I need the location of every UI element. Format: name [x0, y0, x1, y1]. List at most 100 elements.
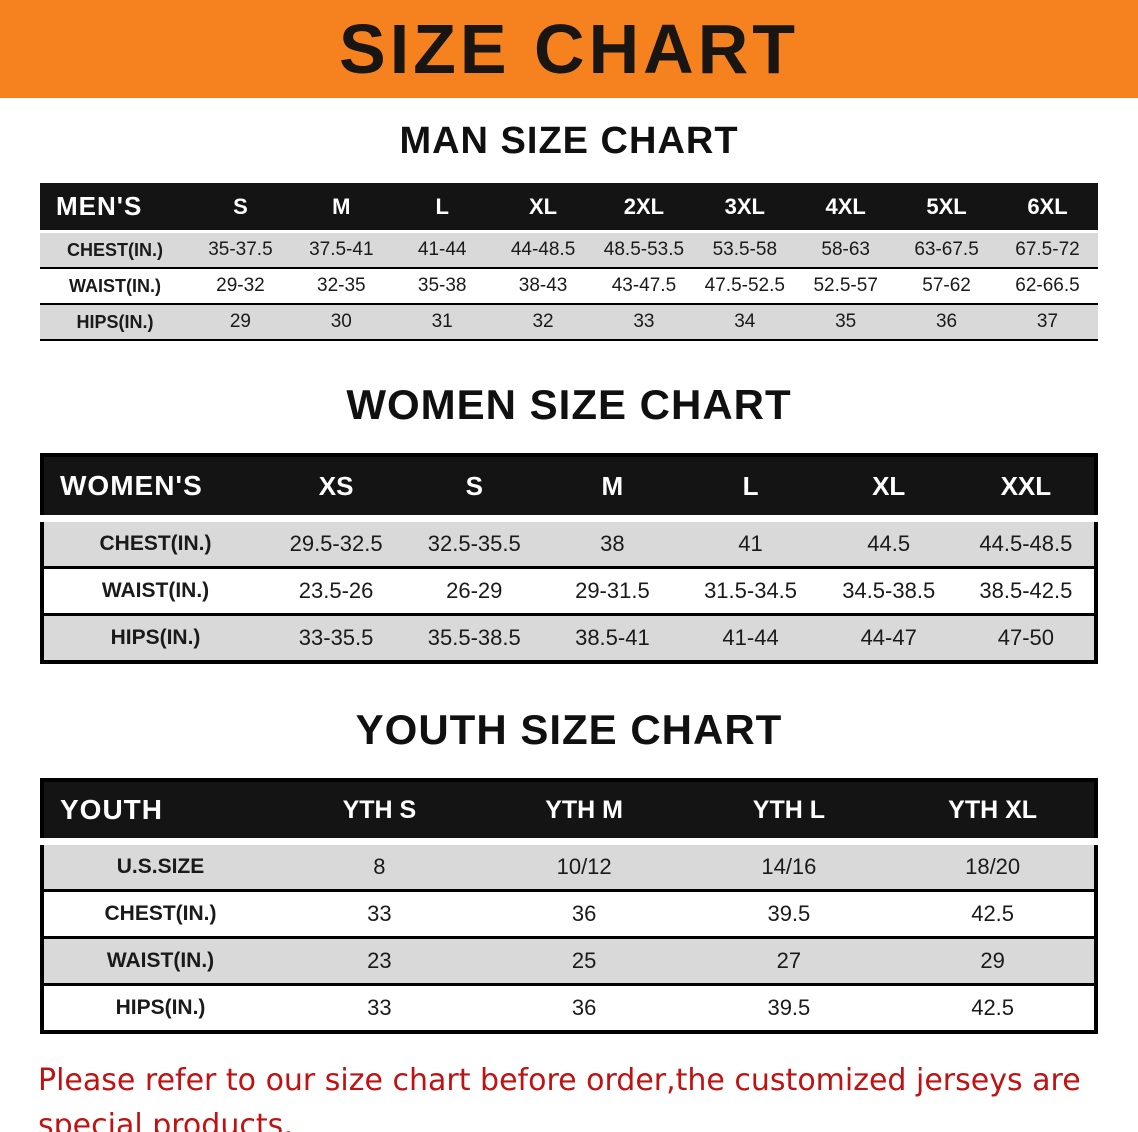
size-value: 32.5-35.5 — [427, 531, 521, 556]
size-value: 36 — [571, 901, 597, 926]
size-column-header: XL — [529, 193, 558, 219]
size-value: 42.5 — [971, 995, 1015, 1020]
size-value: 33 — [367, 995, 392, 1020]
size-column-header: 6XL — [1027, 193, 1068, 219]
page-title: SIZE CHART — [339, 10, 799, 88]
size-value: 29.5-32.5 — [289, 531, 383, 556]
size-value: 37.5-41 — [309, 239, 374, 260]
footer-notice: Please refer to our size chart before or… — [0, 1058, 1138, 1132]
size-value: 29 — [980, 948, 1005, 973]
size-value: 35-38 — [417, 275, 467, 296]
table-row: HIPS(IN.) 33-35.5 35.5-38.5 38.5-41 41-44 44-… — [42, 614, 1096, 662]
table-row: CHEST(IN.) 35-37.5 37.5-41 41-44 44-48.5 48.5… — [40, 231, 1098, 268]
size-value: 23 — [367, 948, 392, 973]
size-column-header: XS — [318, 470, 354, 501]
size-value: 44-47 — [860, 625, 917, 650]
table-row: HIPS(IN.) 29 30 31 32 33 34 35 36 37 — [40, 304, 1098, 340]
men-size-section: MAN SIZE CHART MEN'S S M L XL 2XL 3XL 4XL 5XL 6XL… — [0, 120, 1138, 341]
women-section-heading: WOMEN SIZE CHART — [346, 381, 792, 428]
size-column-header: L — [435, 193, 449, 219]
size-value: 29 — [229, 311, 251, 332]
youth-size-section: YOUTH SIZE CHART YOUTH YTH S YTH M YTH L YTH… — [0, 706, 1138, 1034]
size-value: 38-43 — [518, 275, 568, 296]
size-column-header: YTH L — [752, 795, 825, 824]
women-size-table: WOMEN'S XS S M L XL XXL CHEST(IN.) 29.5-32.5 32.… — [40, 453, 1098, 664]
size-value: 35.5-38.5 — [427, 625, 521, 650]
size-column-header: S — [465, 470, 483, 501]
size-value: 23.5-26 — [298, 578, 374, 603]
size-value: 53.5-58 — [712, 239, 778, 260]
size-value: 35-37.5 — [208, 239, 273, 260]
women-size-section: WOMEN SIZE CHART WOMEN'S XS S M L XL XXL CHEST… — [0, 381, 1138, 664]
size-value: 41-44 — [417, 239, 467, 260]
table-row: U.S.SIZE 8 10/12 14/16 18/20 — [42, 841, 1096, 891]
size-value: 36 — [935, 311, 958, 332]
size-value: 31 — [431, 311, 453, 332]
row-label: HIPS(IN.) — [115, 996, 206, 1019]
table-header-row: WOMEN'S XS S M L XL XXL — [42, 455, 1096, 519]
size-value: 32-35 — [317, 275, 366, 296]
size-column-header: 3XL — [724, 193, 765, 219]
size-value: 39.5 — [767, 995, 811, 1020]
table-corner-label: WOMEN'S — [60, 470, 203, 501]
size-value: 37 — [1036, 311, 1059, 332]
table-row: WAIST(IN.) 23 25 27 29 — [42, 937, 1096, 985]
row-label: HIPS(IN.) — [110, 626, 201, 649]
size-value: 47-50 — [997, 625, 1055, 650]
table-row: WAIST(IN.) 29-32 32-35 35-38 38-43 43-47.5 47.… — [40, 268, 1098, 304]
row-label: CHEST(IN.) — [67, 239, 163, 260]
size-value: 48.5-53.5 — [603, 239, 685, 260]
size-value: 38 — [600, 531, 625, 556]
table-row: CHEST(IN.) 29.5-32.5 32.5-35.5 38 41 44.5 44.5… — [42, 518, 1096, 568]
size-value: 44.5 — [867, 531, 911, 556]
size-value: 32 — [532, 311, 554, 332]
size-value: 33 — [633, 311, 655, 332]
youth-size-table: YOUTH YTH S YTH M YTH L YTH XL U.S.SIZE 8 10/1… — [40, 778, 1098, 1034]
size-value: 8 — [373, 854, 386, 879]
size-value: 44.5-48.5 — [979, 531, 1073, 556]
size-column-header: XXL — [1000, 470, 1052, 501]
table-corner-label: MEN'S — [56, 191, 143, 221]
table-row: HIPS(IN.) 33 36 39.5 42.5 — [42, 985, 1096, 1033]
size-value: 29-32 — [216, 275, 265, 296]
size-value: 39.5 — [767, 901, 811, 926]
size-value: 42.5 — [971, 901, 1015, 926]
row-label: HIPS(IN.) — [76, 311, 154, 332]
size-value: 30 — [330, 311, 352, 332]
size-value: 62-66.5 — [1015, 275, 1080, 296]
size-column-header: 4XL — [825, 193, 866, 219]
size-column-header: 2XL — [623, 193, 665, 219]
size-value: 63-67.5 — [914, 239, 979, 260]
size-column-header: YTH XL — [948, 795, 1038, 824]
size-value: 47.5-52.5 — [704, 275, 785, 296]
size-value: 52.5-57 — [813, 275, 878, 296]
table-row: CHEST(IN.) 33 36 39.5 42.5 — [42, 891, 1096, 938]
size-value: 58-63 — [821, 239, 870, 260]
size-value: 36 — [571, 995, 597, 1020]
size-value: 57-62 — [922, 275, 971, 296]
men-section-heading: MAN SIZE CHART — [399, 120, 739, 162]
size-column-header: M — [332, 193, 351, 219]
size-value: 38.5-42.5 — [979, 578, 1073, 603]
men-size-table: MEN'S S M L XL 2XL 3XL 4XL 5XL 6XL CHEST(IN.) 35-3… — [40, 183, 1098, 341]
row-label: WAIST(IN.) — [106, 949, 215, 972]
size-value: 44-48.5 — [510, 239, 576, 260]
size-value: 67.5-72 — [1015, 239, 1080, 260]
size-value: 35 — [835, 311, 857, 332]
size-value: 25 — [571, 948, 597, 973]
table-row: WAIST(IN.) 23.5-26 26-29 29-31.5 31.5-34.5 34… — [42, 568, 1096, 615]
size-value: 34 — [734, 311, 756, 332]
table-header-row: MEN'S S M L XL 2XL 3XL 4XL 5XL 6XL — [40, 183, 1098, 232]
row-label: WAIST(IN.) — [101, 579, 210, 602]
row-label: U.S.SIZE — [116, 855, 205, 878]
youth-section-heading: YOUTH SIZE CHART — [355, 706, 783, 753]
size-value: 34.5-38.5 — [842, 578, 936, 603]
size-value: 29-31.5 — [575, 578, 650, 603]
row-label: CHEST(IN.) — [104, 902, 217, 925]
size-value: 33 — [367, 901, 392, 926]
size-column-header: YTH M — [545, 795, 624, 824]
size-value: 31.5-34.5 — [704, 578, 798, 603]
notice-line-1: Please refer to our size chart before or… — [38, 1063, 1081, 1132]
size-value: 26-29 — [446, 578, 503, 603]
